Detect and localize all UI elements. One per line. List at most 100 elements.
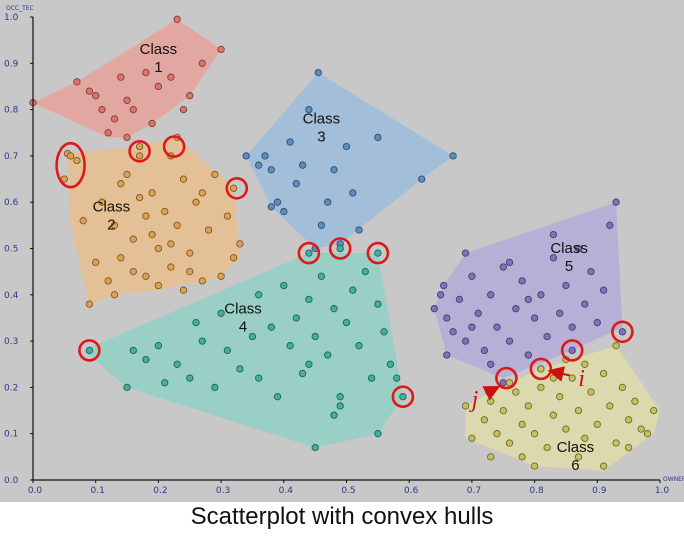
data-point	[549, 374, 558, 382]
data-point	[599, 286, 608, 294]
data-point	[562, 281, 570, 290]
hull-class-4	[83, 253, 403, 448]
data-point	[443, 351, 451, 359]
data-point	[123, 133, 131, 142]
data-point	[637, 425, 645, 433]
highlight-circles	[55, 135, 634, 409]
hull-class-3	[246, 72, 454, 249]
y-tick-label: 0.8	[4, 106, 19, 116]
data-point	[593, 318, 601, 327]
data-point	[311, 332, 319, 341]
annotations: ij	[469, 366, 585, 413]
data-point	[524, 295, 532, 304]
data-point	[324, 198, 332, 206]
data-point	[104, 277, 112, 285]
data-point	[505, 379, 514, 387]
annotation-label-j: j	[469, 387, 479, 413]
y-axis-name: OCC_TEC	[6, 5, 34, 12]
data-point	[73, 78, 81, 86]
data-point	[173, 15, 181, 23]
data-point	[73, 156, 81, 165]
data-point	[549, 254, 558, 262]
data-point	[142, 272, 150, 280]
data-point	[530, 430, 539, 438]
data-point	[543, 332, 551, 341]
data-point	[330, 305, 338, 313]
data-point	[349, 286, 357, 294]
data-point	[179, 286, 188, 294]
data-point	[537, 365, 545, 373]
data-point	[330, 411, 338, 419]
data-point	[117, 180, 125, 188]
y-tick-label: 0.6	[4, 198, 19, 208]
data-point	[229, 184, 238, 192]
data-point	[505, 337, 514, 345]
data-point	[336, 393, 344, 401]
data-point	[349, 189, 357, 197]
data-point	[154, 342, 163, 350]
class-label: 4	[239, 318, 247, 335]
annotation-label-i: i	[578, 366, 585, 392]
data-point	[298, 369, 307, 378]
data-point	[643, 430, 652, 438]
class-label: Class	[303, 111, 341, 128]
data-point	[461, 337, 470, 345]
x-tick-label: 0.7	[467, 486, 481, 496]
data-point	[587, 267, 595, 276]
data-point	[562, 425, 570, 433]
data-point	[186, 92, 194, 100]
data-point	[581, 360, 589, 368]
data-point	[173, 221, 181, 229]
x-tick-label: 0.2	[153, 486, 167, 496]
data-point	[461, 402, 470, 410]
y-tick-label: 0.4	[4, 291, 19, 301]
data-point	[399, 393, 407, 401]
data-point	[524, 351, 532, 359]
y-tick-label: 0.5	[4, 245, 18, 255]
data-point	[173, 360, 181, 368]
data-point	[336, 244, 344, 253]
data-point	[505, 439, 514, 447]
data-point	[286, 342, 294, 350]
data-point	[223, 346, 232, 355]
x-tick-label: 0.6	[404, 486, 419, 496]
x-tick-label: 0.1	[91, 486, 105, 496]
data-point	[568, 323, 576, 331]
data-point	[129, 346, 137, 355]
data-point	[305, 105, 313, 114]
data-point	[198, 277, 206, 285]
data-point	[505, 258, 514, 267]
data-point	[236, 240, 244, 248]
data-point	[461, 249, 470, 257]
hull-class-5	[434, 202, 623, 379]
data-point	[92, 258, 100, 267]
data-point	[468, 323, 476, 331]
data-point	[512, 305, 520, 313]
figure-caption: Scatterplot with convex hulls	[190, 503, 494, 530]
highlight-circle	[162, 135, 186, 158]
data-point	[355, 226, 363, 234]
data-point	[217, 45, 225, 54]
highlight-circle	[328, 237, 352, 260]
data-point	[129, 105, 137, 114]
data-point	[361, 267, 369, 276]
y-tick-label: 1.0	[4, 13, 19, 23]
data-point	[474, 309, 482, 317]
data-point	[311, 443, 319, 452]
data-point	[98, 198, 106, 206]
data-point	[480, 416, 489, 424]
x-tick-label: 0.8	[529, 486, 544, 496]
data-point	[374, 249, 382, 257]
y-tick-label: 0.9	[4, 59, 19, 69]
data-point	[418, 175, 426, 183]
hull-class-6	[465, 345, 660, 471]
x-tick-label: 1.0	[655, 486, 670, 496]
y-tick-label: 0.7	[4, 152, 18, 162]
data-point	[186, 249, 194, 257]
data-point	[85, 346, 94, 355]
highlight-circle	[297, 241, 321, 265]
highlight-circle	[55, 141, 86, 189]
data-point	[267, 166, 275, 174]
highlight-circle	[225, 177, 249, 200]
